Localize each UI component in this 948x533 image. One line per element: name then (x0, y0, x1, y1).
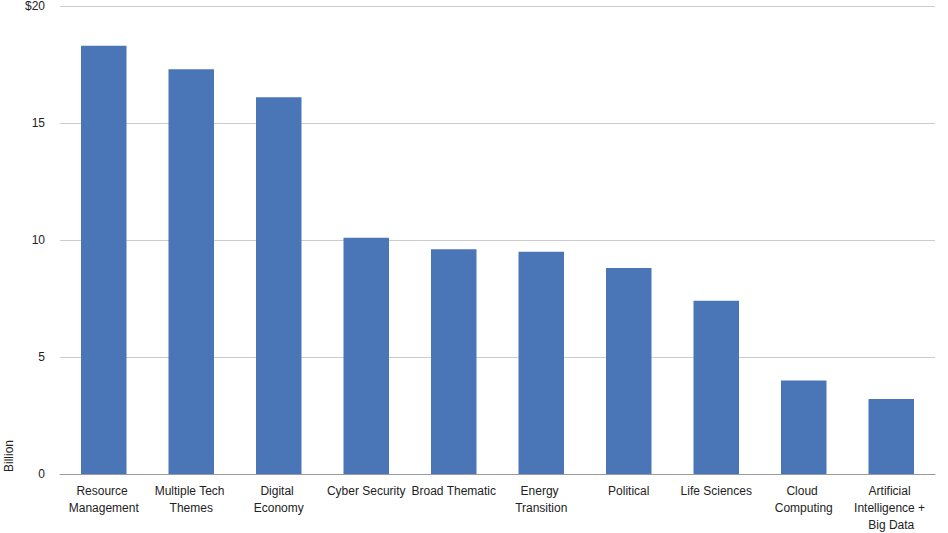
svg-text:10: 10 (32, 233, 46, 247)
svg-text:0: 0 (38, 467, 45, 481)
svg-text:Management: Management (69, 501, 140, 515)
svg-text:Billion: Billion (2, 440, 16, 472)
svg-text:Political: Political (608, 484, 649, 498)
svg-text:Economy: Economy (254, 501, 304, 515)
svg-text:Broad Thematic: Broad Thematic (412, 484, 497, 498)
svg-text:5: 5 (38, 350, 45, 364)
svg-text:Cloud: Cloud (786, 484, 821, 498)
svg-text:Energy: Energy (521, 484, 562, 498)
svg-text:$20: $20 (25, 0, 45, 13)
svg-text:Artificial: Artificial (869, 484, 914, 498)
svg-text:Multiple Tech: Multiple Tech (155, 484, 228, 498)
svg-text:Computing: Computing (775, 501, 833, 515)
svg-text:Themes: Themes (170, 501, 213, 515)
svg-text:Transition: Transition (515, 501, 567, 515)
svg-text:15: 15 (32, 116, 46, 130)
svg-text:Big Data: Big Data (868, 518, 914, 532)
svg-text:Cyber Security: Cyber Security (327, 484, 406, 498)
svg-text:Intelligence +: Intelligence + (854, 501, 928, 515)
svg-text:Life Sciences: Life Sciences (681, 484, 752, 498)
svg-text:Resource: Resource (76, 484, 131, 498)
svg-text:Digital: Digital (260, 484, 297, 498)
